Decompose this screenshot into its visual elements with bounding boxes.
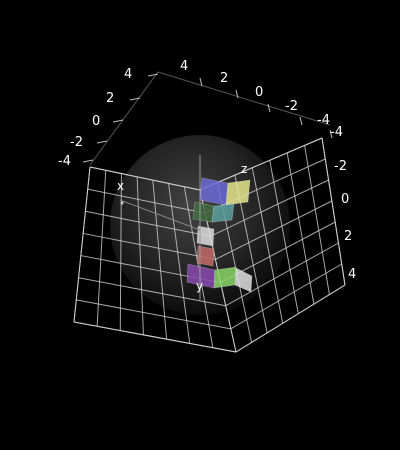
tick-mark: [112, 119, 124, 123]
tick-right-1: -2: [334, 159, 347, 174]
block-lower-green: [213, 266, 237, 289]
box-edge: [199, 137, 323, 191]
block-lower-white: [234, 267, 253, 293]
tick-top-3: -2: [285, 99, 298, 114]
grid-line: [210, 179, 329, 237]
tick-right-0: -4: [330, 125, 343, 140]
tick-left-2: 0: [92, 114, 100, 129]
grid-line: [78, 277, 226, 307]
grid-line: [230, 263, 342, 330]
tick-mark: [235, 89, 239, 99]
block-middle-white: [196, 225, 215, 247]
box-back-edges: [89, 71, 331, 166]
tick-left-3: -2: [70, 135, 83, 150]
grid-line: [269, 160, 299, 314]
tick-mark: [129, 97, 141, 101]
axis-label-y: y: [196, 279, 203, 293]
block-middle-red: [196, 245, 215, 267]
block-top-right: [225, 179, 251, 206]
grid-line: [251, 167, 284, 324]
grid-line: [83, 232, 216, 260]
box-edge: [73, 166, 91, 323]
tick-top-1: 2: [220, 71, 228, 86]
grid-line: [286, 152, 315, 305]
axis-label-z: z: [241, 162, 247, 176]
grid-line: [76, 299, 231, 330]
x-axis-line: [119, 199, 201, 231]
x-axis-marker: [120, 201, 124, 205]
tick-mark: [267, 103, 271, 113]
tick-mark: [82, 159, 94, 163]
tick-right-2: 0: [341, 192, 349, 207]
tick-left-1: 2: [106, 91, 114, 106]
grid-line: [304, 145, 330, 295]
tick-mark: [299, 116, 303, 126]
grid-line: [87, 188, 206, 214]
tick-right-4: 4: [348, 267, 356, 282]
tick-mark: [147, 73, 159, 77]
block-top-left: [199, 177, 229, 206]
grid-line: [168, 183, 191, 344]
tick-top-4: -4: [317, 113, 330, 128]
tick-mark: [199, 77, 203, 87]
grid-line: [215, 200, 333, 260]
tick-labels-left: 4 2 0 -2 -4: [58, 67, 132, 169]
tick-mark: [329, 129, 333, 139]
box-edge: [321, 137, 346, 286]
grid-line: [85, 210, 211, 237]
block-stack: [186, 177, 253, 293]
grid-line: [119, 173, 122, 331]
axis-label-x: x: [117, 179, 124, 193]
tick-top-0: 4: [180, 59, 188, 74]
tick-labels-right: -4 -2 0 2 4: [330, 125, 356, 282]
tick-left-0: 4: [124, 67, 132, 82]
tick-top-2: 0: [255, 85, 263, 100]
box-edge: [89, 166, 201, 191]
grid-line: [152, 180, 168, 340]
tick-labels-top: 4 2 0 -2 -4: [180, 59, 330, 128]
tick-left-4: -4: [58, 154, 71, 169]
grid-line: [225, 242, 339, 307]
grid-line: [96, 170, 107, 327]
box-edge: [235, 284, 346, 353]
grid-line: [136, 176, 144, 335]
tick-mark: [96, 140, 108, 144]
box-edge: [73, 321, 237, 353]
block-upper-teal: [211, 203, 235, 223]
tick-right-3: 2: [344, 229, 352, 244]
